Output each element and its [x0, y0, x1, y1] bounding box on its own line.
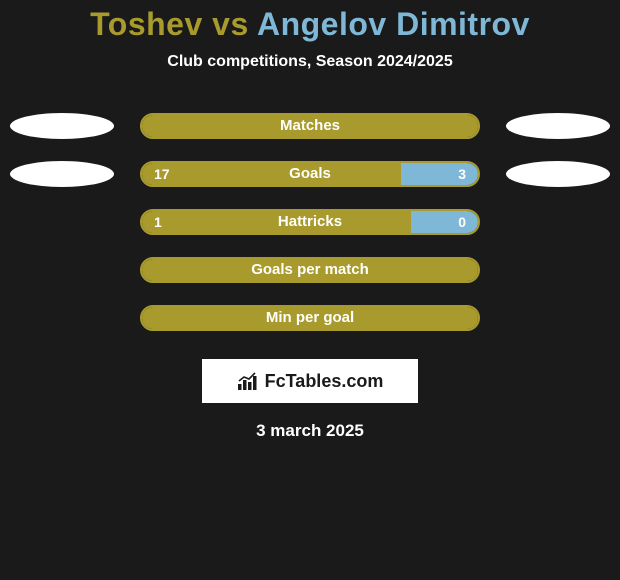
- player2-value: 0: [458, 211, 466, 233]
- player1-value: 1: [154, 211, 162, 233]
- comparison-infographic: Toshev vs Angelov Dimitrov Club competit…: [0, 0, 620, 580]
- stat-row: Goals17 3: [10, 161, 610, 187]
- stat-label: Hattricks: [142, 211, 478, 233]
- page-title: Toshev vs Angelov Dimitrov: [90, 6, 530, 43]
- player2-value: 3: [458, 163, 466, 185]
- subtitle: Club competitions, Season 2024/2025: [167, 53, 452, 71]
- stat-label: Goals: [142, 163, 478, 185]
- stat-bar: Goals17 3: [140, 161, 480, 187]
- player1-name: Toshev: [90, 6, 203, 42]
- stat-row: Min per goal: [10, 305, 610, 331]
- stat-bar: Matches: [140, 113, 480, 139]
- vs-text: vs: [212, 6, 249, 42]
- player2-oval: [506, 113, 610, 139]
- stat-row: Matches: [10, 113, 610, 139]
- player1-oval: [10, 161, 114, 187]
- bar-chart-icon: [237, 371, 259, 391]
- logo-box: FcTables.com: [202, 359, 418, 403]
- stat-label: Min per goal: [142, 307, 478, 329]
- date-text: 3 march 2025: [256, 421, 364, 441]
- stat-row: Goals per match: [10, 257, 610, 283]
- stat-bar: Hattricks1 0: [140, 209, 480, 235]
- player1-oval: [10, 113, 114, 139]
- stat-label: Goals per match: [142, 259, 478, 281]
- stat-rows: Matches Goals17 3 Hattricks1 0 Goals per matc…: [10, 113, 610, 353]
- player1-value: 17: [154, 163, 170, 185]
- stat-bar: Goals per match: [140, 257, 480, 283]
- player2-oval: [506, 161, 610, 187]
- stat-bar: Min per goal: [140, 305, 480, 331]
- logo-text: FcTables.com: [265, 371, 384, 392]
- stat-label: Matches: [142, 115, 478, 137]
- stat-row: Hattricks1 0: [10, 209, 610, 235]
- player2-name: Angelov Dimitrov: [257, 6, 530, 42]
